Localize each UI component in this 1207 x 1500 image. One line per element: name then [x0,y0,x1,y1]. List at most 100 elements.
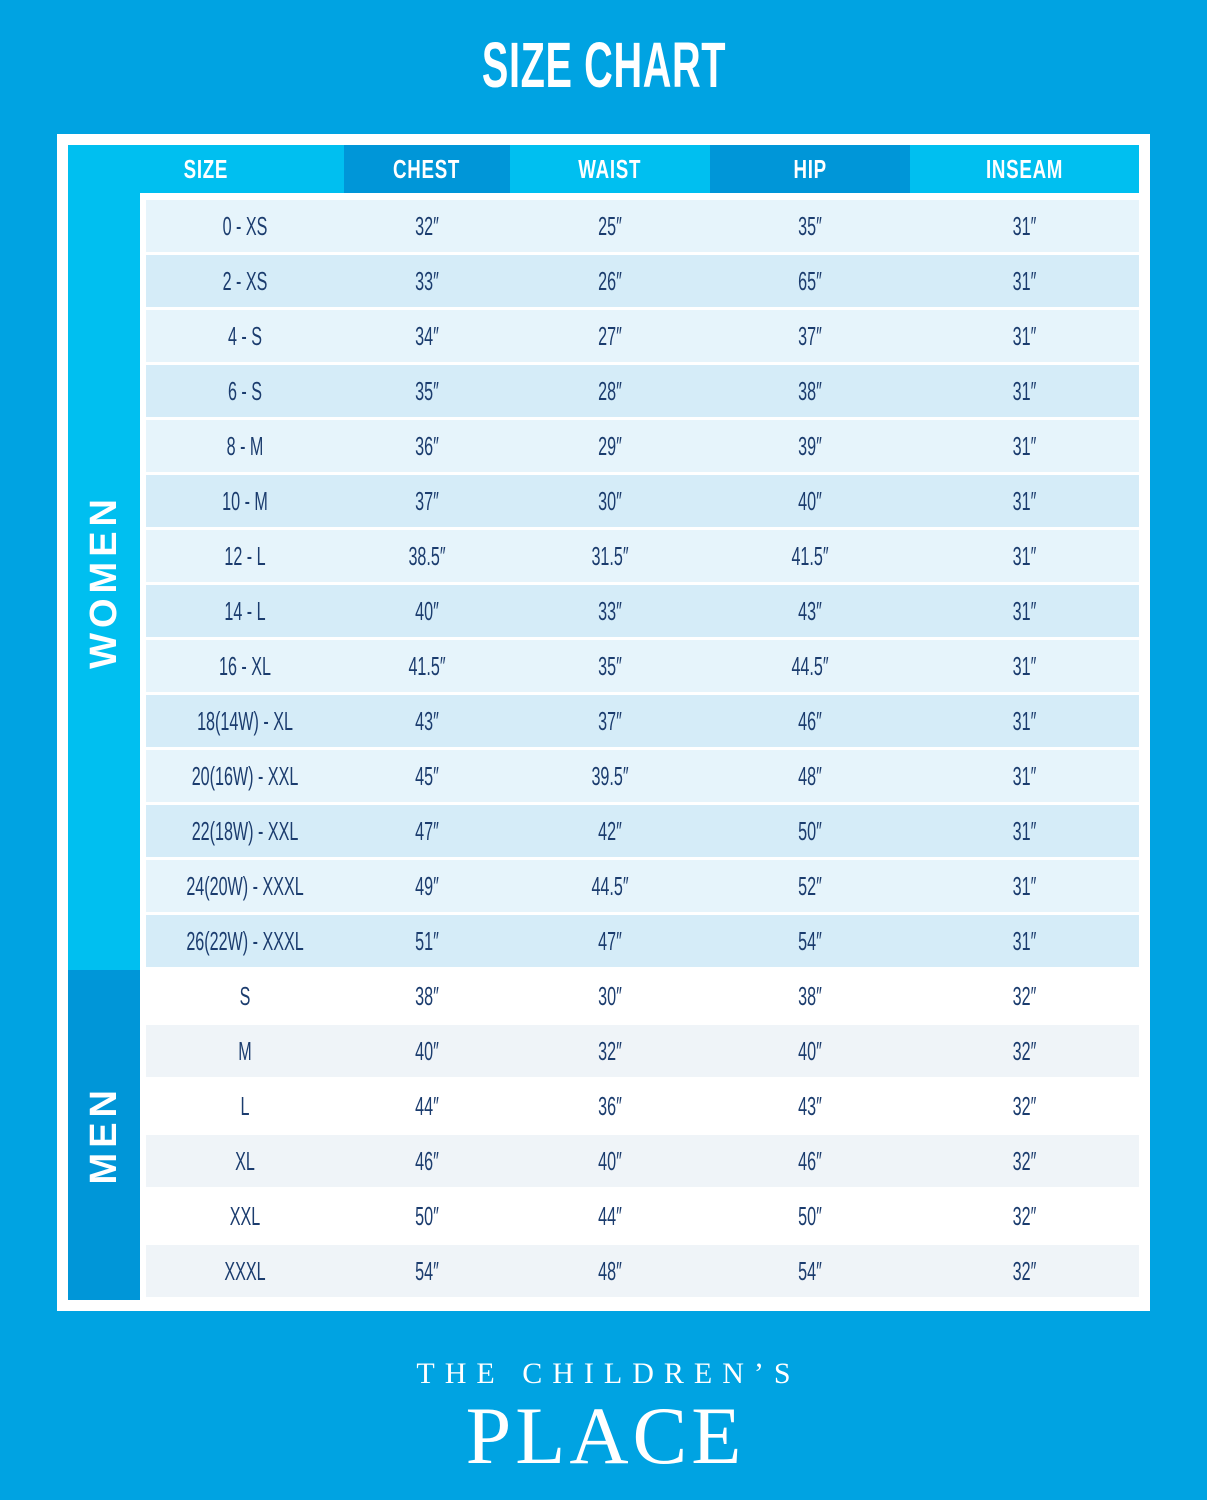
size-cell: 12 - L [224,540,266,571]
header-waist: WAIST [510,145,710,193]
size-cell: XXXL [224,1255,266,1286]
size-cell: 18(14W) - XL [197,705,293,736]
table-row: 12 - L 38.5″ 31.5″ 41.5″ 31″ [146,530,1139,582]
measurement-cell: 31″ [1012,925,1037,956]
measurement-cell: 26″ [598,265,622,296]
measurement-cell: 46″ [415,1145,439,1176]
measurement-cell: 32″ [1012,1035,1037,1066]
header-inseam: INSEAM [910,145,1139,193]
size-cell: 22(18W) - XXL [191,815,299,846]
header-hip: HIP [710,145,910,193]
section-women: WOMEN [68,193,140,970]
header-size: SIZE [68,145,344,193]
table-row: 26(22W) - XXXL 51″ 47″ 54″ 31″ [146,915,1139,967]
measurement-cell: 40″ [415,1035,439,1066]
measurement-cell: 38″ [415,980,439,1011]
measurement-cell: 37″ [415,485,439,516]
table-row: 18(14W) - XL 43″ 37″ 46″ 31″ [146,695,1139,747]
measurement-cell: 44.5″ [791,650,829,681]
table-row: L 44″ 36″ 43″ 32″ [146,1080,1139,1132]
table-row: 8 - M 36″ 29″ 39″ 31″ [146,420,1139,472]
measurement-cell: 44″ [598,1200,622,1231]
table-row: 0 - XS 32″ 25″ 35″ 31″ [146,200,1139,252]
section-label-men: MEN [82,1085,125,1185]
brand-logo: THE CHILDREN’S PLACE [0,1357,1207,1479]
measurement-cell: 41.5″ [408,650,446,681]
measurement-cell: 31″ [1012,210,1037,241]
size-chart-table: SIZE CHEST WAIST HIP INSEAM WOMEN MEN [57,134,1150,1311]
table-rows: 0 - XS 32″ 25″ 35″ 31″ 2 - XS 33″ 26″ 65″ 31″ 4 - … [146,193,1139,1300]
measurement-cell: 43″ [415,705,439,736]
measurement-cell: 40″ [598,1145,622,1176]
measurement-cell: 31″ [1012,760,1037,791]
measurement-cell: 50″ [798,815,822,846]
header-chest: CHEST [344,145,510,193]
measurement-cell: 32″ [415,210,439,241]
size-cell: XL [235,1145,255,1176]
table-row: S 38″ 30″ 38″ 32″ [146,970,1139,1022]
measurement-cell: 43″ [798,595,822,626]
measurement-cell: 31″ [1012,870,1037,901]
size-cell: S [239,980,251,1011]
table-body: WOMEN MEN 0 - XS 32″ 25″ 35″ 31″ 2 - XS 33″ 26″… [68,193,1139,1300]
header-label: INSEAM [985,153,1064,184]
size-cell: 16 - XL [219,650,271,681]
table-row: 6 - S 35″ 28″ 38″ 31″ [146,365,1139,417]
measurement-cell: 39″ [798,430,822,461]
table-row: 22(18W) - XXL 47″ 42″ 50″ 31″ [146,805,1139,857]
table-row: 16 - XL 41.5″ 35″ 44.5″ 31″ [146,640,1139,692]
measurement-cell: 31″ [1012,705,1037,736]
table-row: XL 46″ 40″ 46″ 32″ [146,1135,1139,1187]
measurement-cell: 32″ [1012,1200,1037,1231]
table-row: 10 - M 37″ 30″ 40″ 31″ [146,475,1139,527]
measurement-cell: 45″ [415,760,439,791]
measurement-cell: 31″ [1012,540,1037,571]
table-row: M 40″ 32″ 40″ 32″ [146,1025,1139,1077]
measurement-cell: 30″ [598,980,622,1011]
size-cell: XXL [229,1200,261,1231]
measurement-cell: 50″ [798,1200,822,1231]
table-row: 24(20W) - XXXL 49″ 44.5″ 52″ 31″ [146,860,1139,912]
measurement-cell: 46″ [798,705,822,736]
brand-line-top: THE CHILDREN’S [416,1357,801,1390]
table-row: 2 - XS 33″ 26″ 65″ 31″ [146,255,1139,307]
measurement-cell: 40″ [798,1035,822,1066]
measurement-cell: 46″ [798,1145,822,1176]
measurement-cell: 35″ [798,210,822,241]
measurement-cell: 38″ [798,375,822,406]
measurement-cell: 31″ [1012,430,1037,461]
page-title-wrap: SIZE CHART [0,0,1207,100]
section-sidebar: WOMEN MEN [68,193,140,1300]
measurement-cell: 33″ [415,265,439,296]
measurement-cell: 54″ [798,1255,822,1286]
measurement-cell: 37″ [598,705,622,736]
size-cell: 14 - L [224,595,266,626]
measurement-cell: 36″ [415,430,439,461]
measurement-cell: 29″ [598,430,622,461]
header-label: SIZE [183,153,229,184]
measurement-cell: 43″ [798,1090,822,1121]
measurement-cell: 35″ [598,650,622,681]
size-cell: L [240,1090,250,1121]
measurement-cell: 31″ [1012,375,1037,406]
measurement-cell: 35″ [415,375,439,406]
size-cell: 0 - XS [222,210,268,241]
measurement-cell: 44″ [415,1090,439,1121]
measurement-cell: 32″ [1012,1145,1037,1176]
measurement-cell: 28″ [598,375,622,406]
section-men: MEN [68,970,140,1300]
measurement-cell: 27″ [598,320,622,351]
measurement-cell: 48″ [598,1255,622,1286]
header-label: HIP [793,153,827,184]
table-row: 14 - L 40″ 33″ 43″ 31″ [146,585,1139,637]
measurement-cell: 47″ [598,925,622,956]
size-cell: 10 - M [222,485,268,516]
size-cell: 6 - S [227,375,263,406]
measurement-cell: 40″ [415,595,439,626]
measurement-cell: 32″ [1012,1255,1037,1286]
table-header: SIZE CHEST WAIST HIP INSEAM [68,145,1139,193]
measurement-cell: 36″ [598,1090,622,1121]
measurement-cell: 44.5″ [591,870,629,901]
measurement-cell: 31.5″ [591,540,629,571]
